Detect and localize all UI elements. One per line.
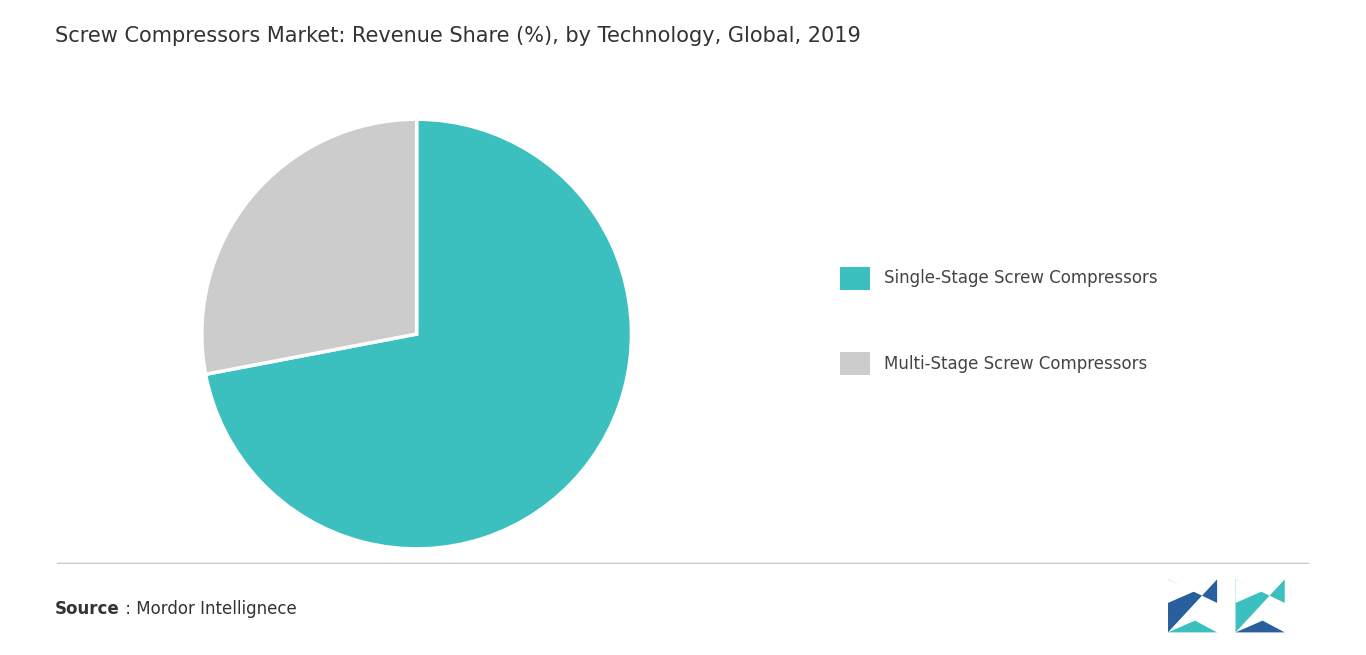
Polygon shape (1236, 579, 1262, 603)
Text: Screw Compressors Market: Revenue Share (%), by Technology, Global, 2019: Screw Compressors Market: Revenue Share … (55, 26, 861, 47)
Text: : Mordor Intellignece: : Mordor Intellignece (120, 600, 296, 618)
Wedge shape (202, 119, 417, 374)
Polygon shape (1168, 579, 1217, 633)
Text: Single-Stage Screw Compressors: Single-Stage Screw Compressors (884, 269, 1157, 288)
Polygon shape (1236, 579, 1284, 633)
Polygon shape (1236, 621, 1284, 633)
Text: Source: Source (55, 600, 119, 618)
Text: Multi-Stage Screw Compressors: Multi-Stage Screw Compressors (884, 354, 1147, 373)
Polygon shape (1168, 579, 1195, 603)
Polygon shape (1168, 621, 1217, 633)
Wedge shape (206, 119, 631, 549)
